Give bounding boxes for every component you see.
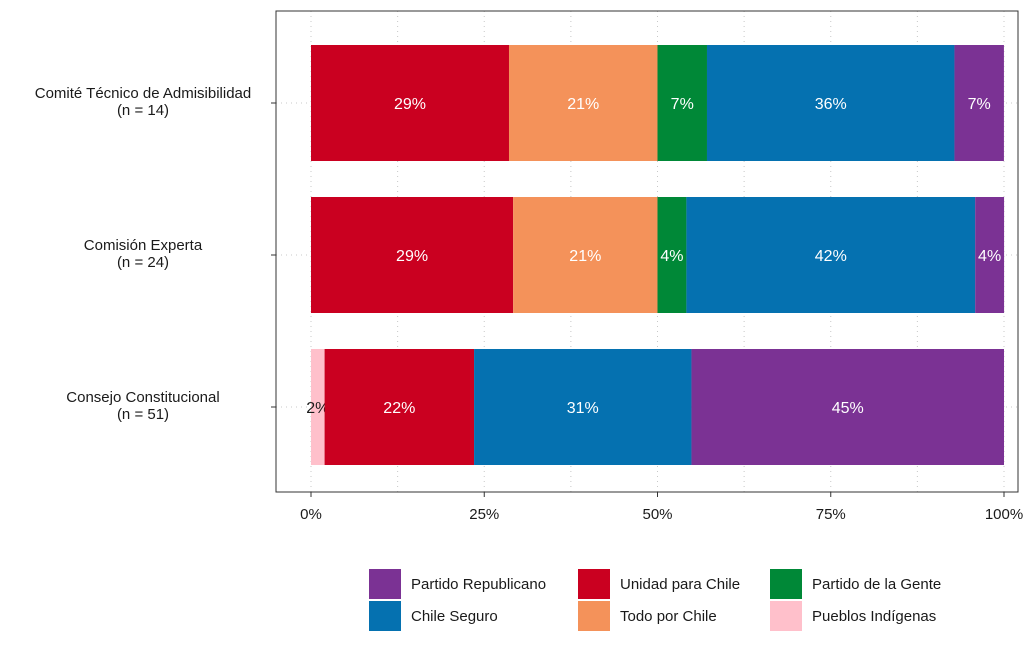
legend-swatch bbox=[578, 569, 610, 599]
segment-value-label: 4% bbox=[978, 248, 1001, 265]
segment-value-label: 31% bbox=[567, 400, 599, 417]
bar-segment bbox=[508, 45, 658, 161]
legend-label: Chile Seguro bbox=[411, 608, 498, 625]
legend-swatch bbox=[369, 569, 401, 599]
bar-segment bbox=[954, 45, 1004, 161]
x-tick-label: 75% bbox=[816, 506, 846, 523]
x-tick-label: 25% bbox=[469, 506, 499, 523]
legend-label: Todo por Chile bbox=[620, 608, 717, 625]
bar-segment bbox=[311, 45, 509, 161]
category-n-label: (n = 24) bbox=[117, 254, 169, 271]
segment-value-label: 7% bbox=[671, 96, 694, 113]
legend: Partido Republicano Unidad para Chile Part… bbox=[369, 569, 941, 631]
legend-swatch bbox=[770, 601, 802, 631]
bar-segment bbox=[311, 197, 514, 313]
category-label: Consejo Constitucional bbox=[66, 389, 219, 406]
bar-segment bbox=[324, 349, 475, 465]
segment-value-label: 7% bbox=[968, 96, 991, 113]
segment-value-label: 29% bbox=[396, 248, 428, 265]
category-label: Comité Técnico de Admisibilidad bbox=[35, 85, 252, 102]
bar-segment bbox=[513, 197, 658, 313]
legend-label: Unidad para Chile bbox=[620, 576, 740, 593]
legend-label: Partido Republicano bbox=[411, 576, 546, 593]
legend-label: Pueblos Indígenas bbox=[812, 608, 936, 625]
segment-value-label: 2% bbox=[306, 400, 329, 417]
segment-value-label: 21% bbox=[569, 248, 601, 265]
legend-swatch bbox=[578, 601, 610, 631]
category-n-label: (n = 51) bbox=[117, 406, 169, 423]
bar-segment bbox=[311, 349, 325, 465]
bar-segment bbox=[686, 197, 976, 313]
legend-label: Partido de la Gente bbox=[812, 576, 941, 593]
bar-segment bbox=[474, 349, 692, 465]
plot-panel-border bbox=[275, 10, 1019, 493]
legend-swatch bbox=[369, 601, 401, 631]
segment-value-label: 45% bbox=[832, 400, 864, 417]
category-n-label: (n = 14) bbox=[117, 102, 169, 119]
segment-value-label: 21% bbox=[567, 96, 599, 113]
segment-value-label: 42% bbox=[815, 248, 847, 265]
segment-value-label: 36% bbox=[815, 96, 847, 113]
segment-value-label: 22% bbox=[383, 400, 415, 417]
segment-value-label: 4% bbox=[660, 248, 683, 265]
x-tick-label: 50% bbox=[642, 506, 672, 523]
x-tick-label: 100% bbox=[985, 506, 1023, 523]
bar-segment bbox=[706, 45, 955, 161]
segment-value-label: 29% bbox=[394, 96, 426, 113]
axis-layer: 0% 25% 50% 75% 100% Comité Técnico de Admisib… bbox=[35, 10, 1023, 523]
bars-layer: 29% 21% 7% 36% 7% 29% 21% 4% 42% 4% 2% 22% 31% 45% bbox=[306, 45, 1005, 465]
bar-segment bbox=[975, 197, 1005, 313]
category-label: Comisión Experta bbox=[84, 237, 203, 254]
bar-segment bbox=[657, 197, 687, 313]
x-tick-label: 0% bbox=[300, 506, 322, 523]
bar-segment bbox=[691, 349, 1004, 465]
legend-swatch bbox=[770, 569, 802, 599]
bar-segment bbox=[657, 45, 707, 161]
